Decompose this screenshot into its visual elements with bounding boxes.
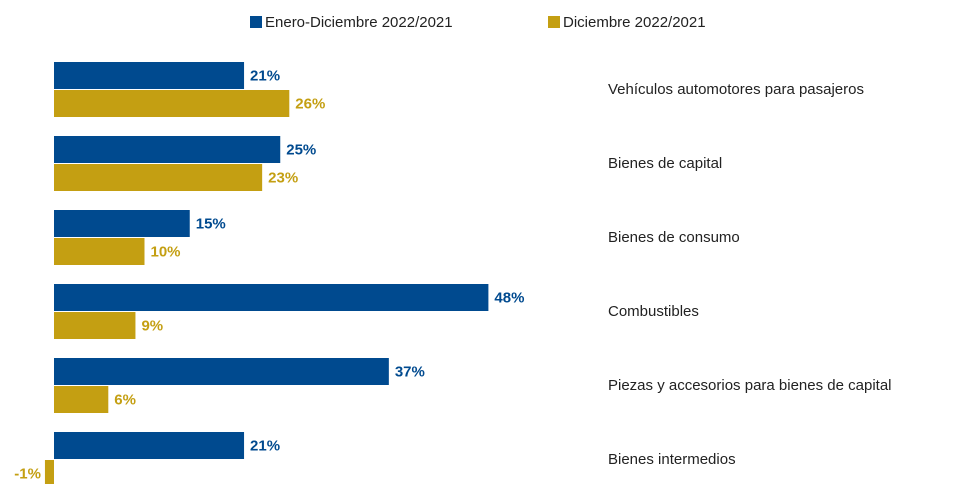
value-label: 21% — [250, 437, 280, 454]
value-label: 48% — [494, 289, 524, 306]
value-label: 21% — [250, 67, 280, 84]
value-label: 25% — [286, 141, 316, 158]
bar — [44, 460, 54, 484]
bar — [54, 62, 245, 89]
bar — [54, 238, 145, 265]
value-label: -1% — [14, 465, 41, 482]
bar — [54, 210, 190, 237]
value-label: 15% — [196, 215, 226, 232]
legend-label: Diciembre 2022/2021 — [563, 14, 706, 31]
value-label: 37% — [395, 363, 425, 380]
legend-swatch — [548, 16, 560, 28]
category-label: Bienes intermedios — [608, 451, 736, 468]
value-label: 10% — [151, 243, 181, 260]
bar — [54, 164, 263, 191]
bar — [54, 432, 245, 459]
legend-swatch — [250, 16, 262, 28]
value-label: 23% — [268, 169, 298, 186]
value-label: 6% — [114, 391, 136, 408]
category-label: Bienes de capital — [608, 155, 722, 172]
value-label: 9% — [141, 317, 163, 334]
bar — [54, 284, 489, 311]
category-label: Combustibles — [608, 303, 699, 320]
bar — [54, 136, 281, 163]
value-label: 26% — [295, 95, 325, 112]
bar — [54, 358, 389, 385]
category-label: Vehículos automotores para pasajeros — [608, 81, 864, 98]
category-label: Piezas y accesorios para bienes de capit… — [608, 377, 892, 394]
category-label: Bienes de consumo — [608, 229, 740, 246]
bar — [54, 386, 109, 413]
bar — [54, 90, 290, 117]
legend-label: Enero-Diciembre 2022/2021 — [265, 14, 453, 31]
bar — [54, 312, 136, 339]
